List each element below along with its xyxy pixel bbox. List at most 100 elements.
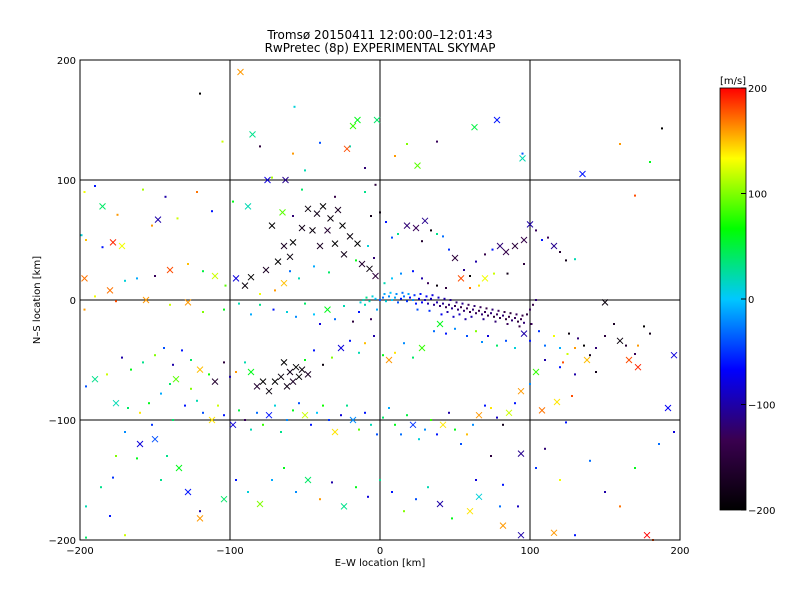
data-point-dot: [364, 191, 366, 193]
data-point-cross: [208, 416, 216, 424]
data-point-cross: [520, 236, 528, 244]
data-point-dot: [388, 295, 390, 298]
data-point-dot: [619, 143, 621, 145]
data-point-dot: [274, 289, 276, 292]
data-point-dot: [397, 233, 399, 235]
data-point-dot: [472, 423, 474, 426]
data-point-dot: [466, 307, 468, 310]
data-point-dot: [508, 315, 510, 318]
data-point-dot: [421, 277, 423, 280]
data-point-dot: [529, 308, 531, 311]
data-point-dot: [385, 221, 387, 223]
data-point-dot: [574, 258, 576, 261]
data-point-dot: [169, 303, 171, 306]
data-point-dot: [448, 248, 450, 251]
data-point-dot: [371, 295, 374, 298]
data-point-dot: [559, 366, 561, 369]
data-point-cross: [211, 378, 219, 385]
data-point-cross: [339, 222, 346, 229]
data-point-cross: [493, 116, 501, 124]
data-point-cross: [538, 407, 546, 414]
data-point-cross: [471, 123, 478, 131]
data-point-dot: [458, 313, 461, 316]
data-point-dot: [232, 200, 234, 203]
data-point-dot: [589, 459, 591, 462]
colorbar-tick-label: −200: [748, 506, 775, 517]
data-point-dot: [85, 505, 87, 508]
data-point-dot: [649, 332, 651, 335]
data-point-cross: [517, 531, 525, 539]
data-point-dot: [490, 455, 492, 457]
data-point-dot: [331, 481, 333, 484]
data-point-dot: [544, 447, 546, 450]
data-point-dot: [583, 344, 585, 347]
data-point-dot: [439, 305, 441, 307]
data-point-cross: [298, 224, 306, 232]
data-point-cross: [324, 306, 331, 313]
data-point-dot: [403, 295, 405, 298]
data-point-dot: [160, 479, 162, 481]
data-point-dot: [301, 188, 303, 191]
data-point-dot: [313, 265, 315, 268]
data-point-dot: [328, 419, 330, 421]
data-point-cross: [520, 330, 528, 337]
y-tick-label: 0: [70, 296, 76, 307]
data-point-dot: [368, 300, 371, 303]
data-point-dot: [304, 169, 306, 172]
data-point-dot: [454, 428, 456, 431]
data-point-dot: [94, 295, 96, 298]
data-point-cross: [670, 351, 678, 359]
data-point-cross: [289, 378, 297, 385]
data-point-dot: [433, 330, 435, 333]
data-point-cross: [340, 251, 348, 258]
data-point-dot: [491, 308, 494, 311]
data-point-dot: [604, 491, 606, 493]
data-point-cross: [481, 275, 489, 282]
data-point-dot: [535, 467, 537, 469]
data-point-dot: [431, 294, 434, 297]
data-point-dot: [181, 349, 183, 352]
data-point-dot: [595, 371, 597, 373]
data-point-cross: [373, 116, 381, 124]
data-point-dot: [259, 293, 261, 295]
data-point-dot: [190, 359, 192, 361]
data-point-dot: [370, 423, 372, 426]
data-point-dot: [490, 312, 492, 315]
data-point-dot: [454, 327, 456, 330]
data-point-cross: [106, 287, 114, 294]
data-point-dot: [440, 313, 443, 316]
data-point-dot: [523, 321, 525, 324]
data-point-dot: [514, 402, 516, 405]
y-axis-ticks: −200 −100 0 100 200: [49, 56, 680, 547]
data-point-dot: [457, 308, 459, 311]
data-point-dot: [196, 191, 198, 193]
data-point-dot: [202, 411, 204, 414]
data-point-dot: [538, 330, 540, 333]
data-point-dot: [250, 313, 252, 316]
data-point-dot: [184, 404, 186, 407]
data-point-cross: [249, 131, 256, 138]
data-point-cross: [313, 210, 321, 217]
data-point-dot: [400, 272, 402, 275]
data-point-dot: [319, 498, 321, 501]
y-axis-label: N–S location [km]: [32, 256, 43, 344]
data-point-dot: [475, 312, 477, 315]
data-point-dot: [443, 297, 446, 300]
data-point-cross: [262, 266, 270, 274]
data-point-cross: [280, 359, 288, 366]
data-point-dot: [437, 296, 440, 299]
data-point-dot: [460, 443, 462, 445]
data-point-dot: [496, 313, 498, 316]
data-point-dot: [619, 505, 621, 508]
data-point-cross: [286, 253, 294, 261]
data-point-cross: [264, 176, 271, 184]
colorbar: [m/s] 200 100 0 −100 −200: [719, 76, 775, 517]
data-point-cross: [241, 282, 249, 289]
data-point-dot: [298, 402, 300, 405]
data-point-dot: [259, 303, 261, 306]
data-point-dot: [499, 317, 501, 319]
data-point-dot: [121, 356, 123, 359]
data-point-dot: [101, 246, 104, 249]
data-point-dot: [352, 320, 354, 323]
data-point-dot: [256, 411, 258, 414]
